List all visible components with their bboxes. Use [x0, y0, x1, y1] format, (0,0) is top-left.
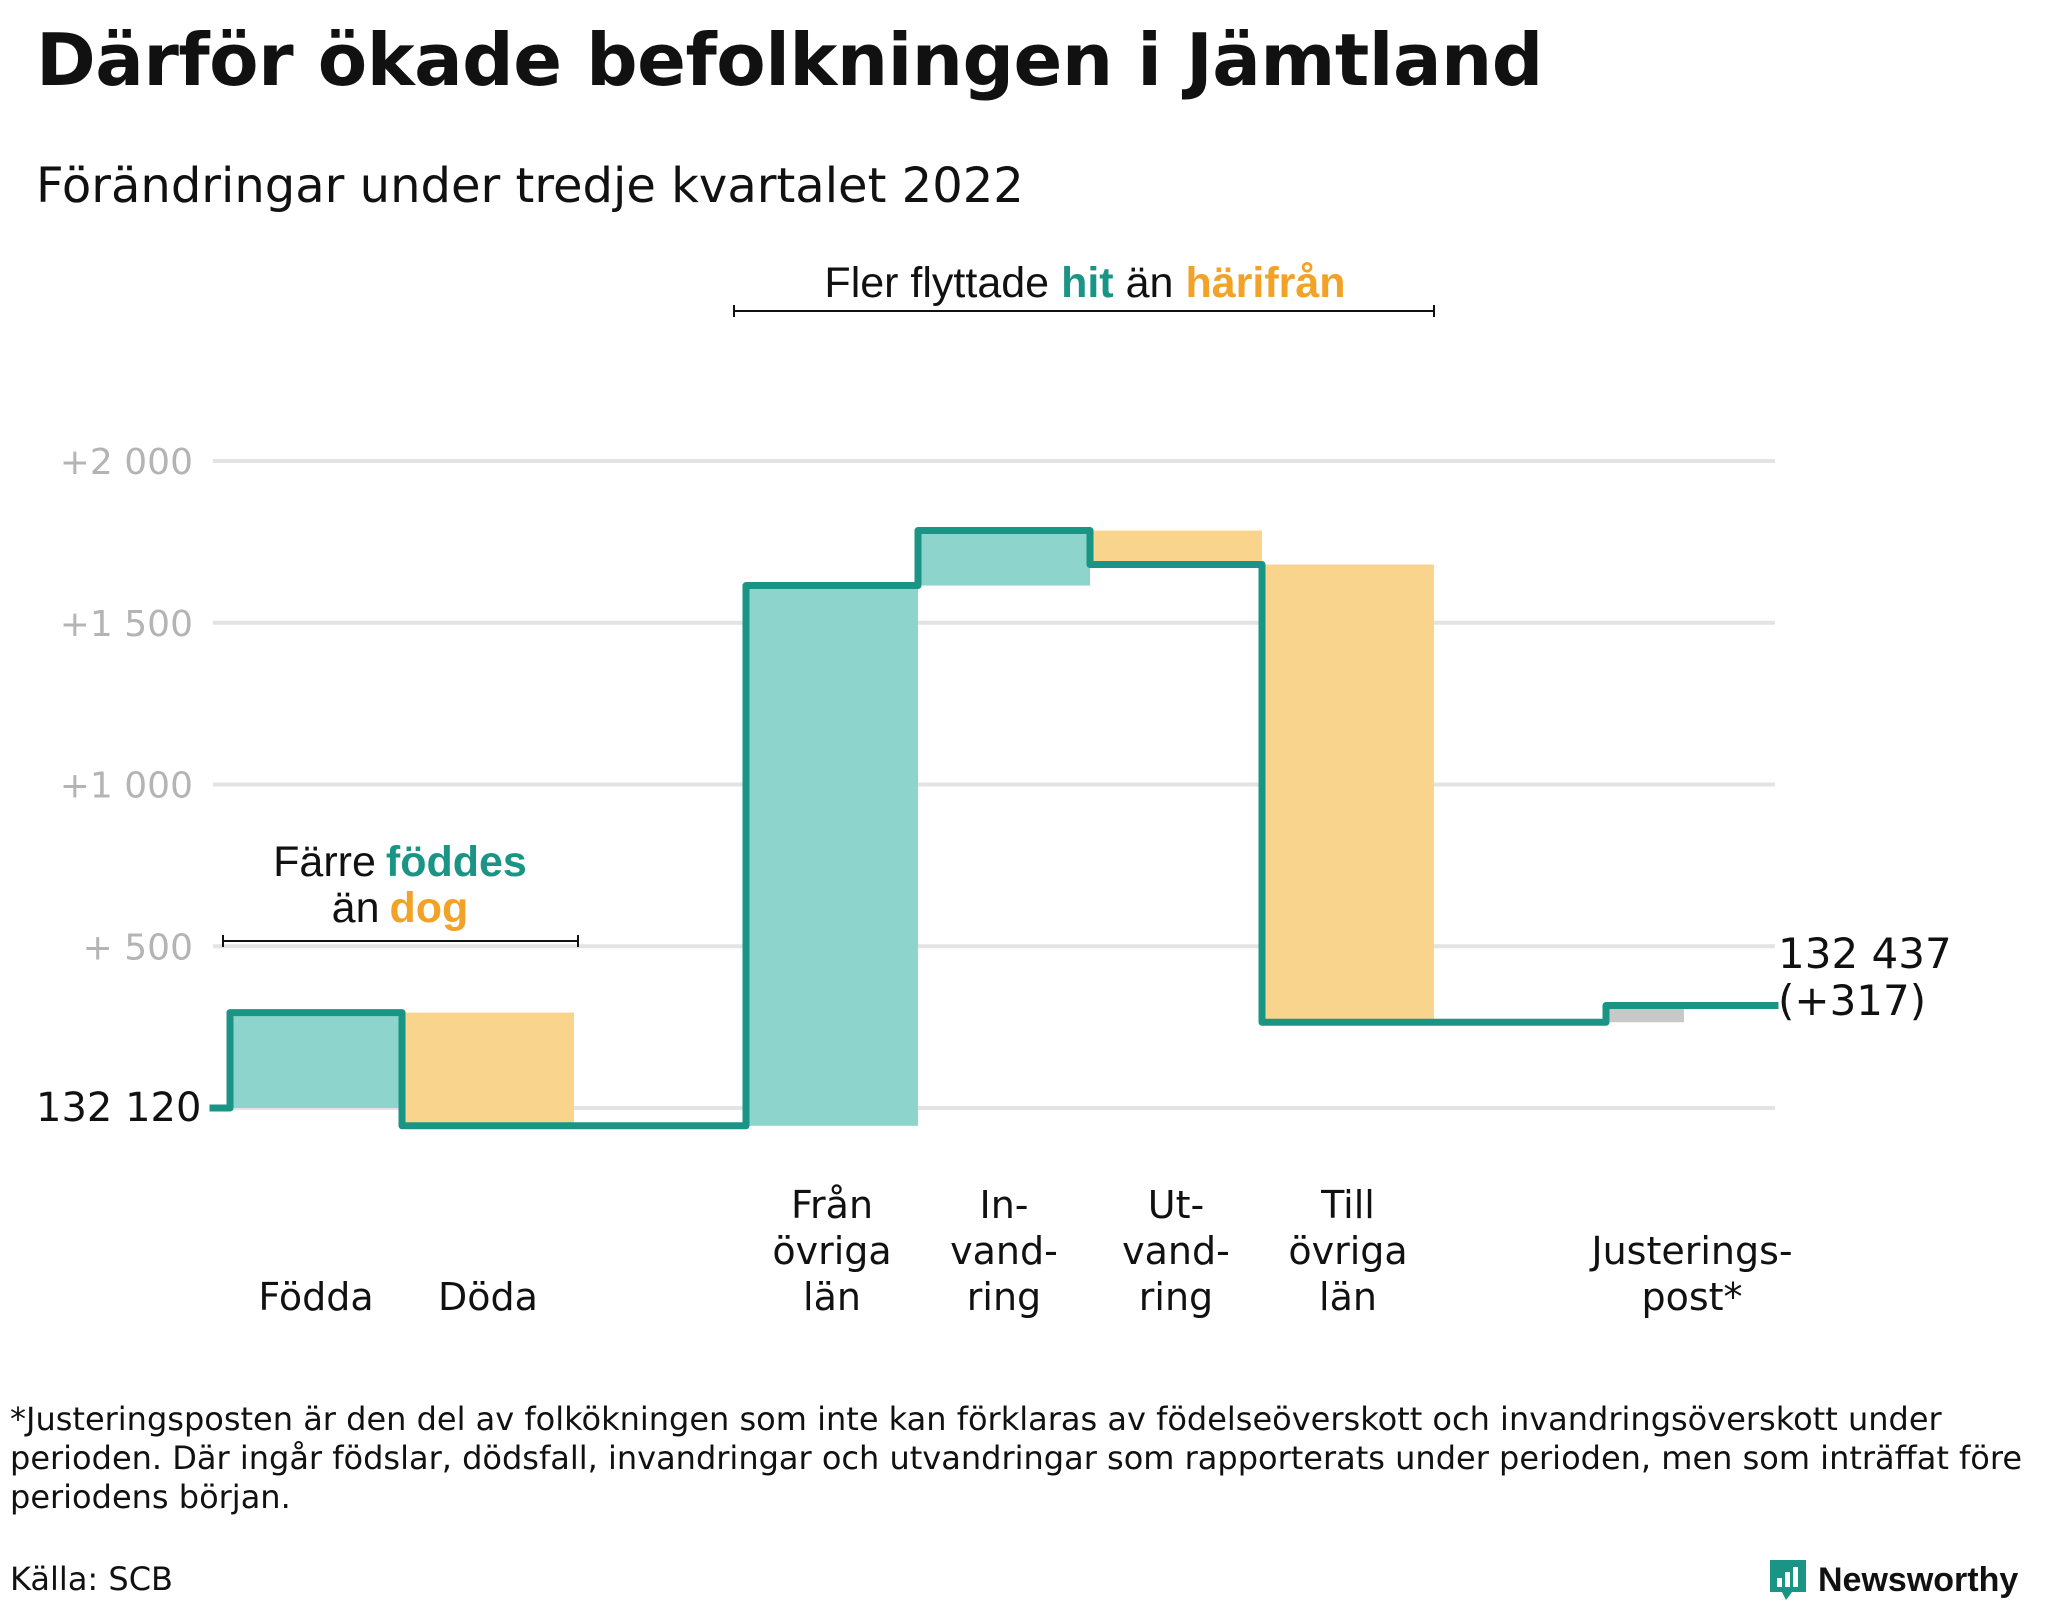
migration-annotation: Fler flyttade hit än härifrån [733, 259, 1435, 317]
end-value-label: 132 437 [1778, 929, 1952, 978]
category-label: Ut- [1148, 1183, 1204, 1227]
category-label: Till [1320, 1183, 1375, 1227]
migration-annotation-text: Fler flyttade hit än härifrån [824, 259, 1345, 307]
waterfall-bar [1262, 564, 1434, 1023]
waterfall-bar [230, 1012, 402, 1108]
category-label: Döda [438, 1275, 538, 1319]
category-label: ring [967, 1275, 1041, 1319]
category-label: In- [979, 1183, 1028, 1227]
brand-name: Newsworthy [1818, 1560, 2019, 1599]
category-label: Från [791, 1183, 873, 1227]
bars [230, 530, 1684, 1126]
category-labels: Födda DödaFrånövrigalänIn-vand-ringUt-van… [258, 1183, 1792, 1319]
category-label: Födda [258, 1275, 373, 1319]
chart-subtitle: Förändringar under tredje kvartalet 2022 [36, 158, 1024, 214]
cumulative-step-line [209, 527, 1779, 1130]
category-label: ring [1139, 1275, 1213, 1319]
category-label: post* [1641, 1275, 1742, 1319]
category-label: län [803, 1275, 861, 1319]
category-label: Justerings- [1589, 1229, 1792, 1273]
births-bracket [222, 935, 579, 947]
source-label: Källa: SCB [10, 1560, 173, 1598]
y-tick-label: + 500 [83, 927, 193, 968]
migration-bracket [733, 305, 1435, 317]
category-label: län [1319, 1275, 1377, 1319]
waterfall-bar [1606, 1005, 1684, 1023]
waterfall-bar [402, 1012, 574, 1126]
waterfall-bar [918, 530, 1090, 586]
births-annotation: Färre föddes än dog [222, 838, 579, 947]
category-label: vand- [1122, 1229, 1230, 1273]
start-value-label: 132 120 [36, 1085, 201, 1131]
births-annotation-line2: än dog [332, 884, 469, 932]
footnote: *Justeringsposten är den del av folkökni… [10, 1400, 2023, 1516]
waterfall-bar [1090, 530, 1262, 565]
category-label: vand- [950, 1229, 1058, 1273]
y-tick-label: +1 500 [60, 604, 193, 645]
category-label: övriga [1288, 1229, 1407, 1273]
end-change-label: (+317) [1778, 976, 1926, 1025]
y-tick-label: +2 000 [60, 442, 193, 483]
births-annotation-line1: Färre föddes [273, 838, 527, 886]
y-tick-label: +1 000 [60, 766, 193, 807]
y-tick-labels: + 500 +1 000 +1 500 +2 000 [60, 442, 193, 968]
chart-title: Därför ökade befolkningen i Jämtland [36, 18, 1543, 102]
category-label: övriga [772, 1229, 891, 1273]
newsworthy-logo-icon [1770, 1560, 1806, 1600]
brand: Newsworthy [1768, 1558, 2018, 1602]
waterfall-chart: + 500+1 000+1 500+2 000 Födda DödaFrånövr… [36, 259, 1952, 1319]
waterfall-bar [746, 585, 918, 1126]
